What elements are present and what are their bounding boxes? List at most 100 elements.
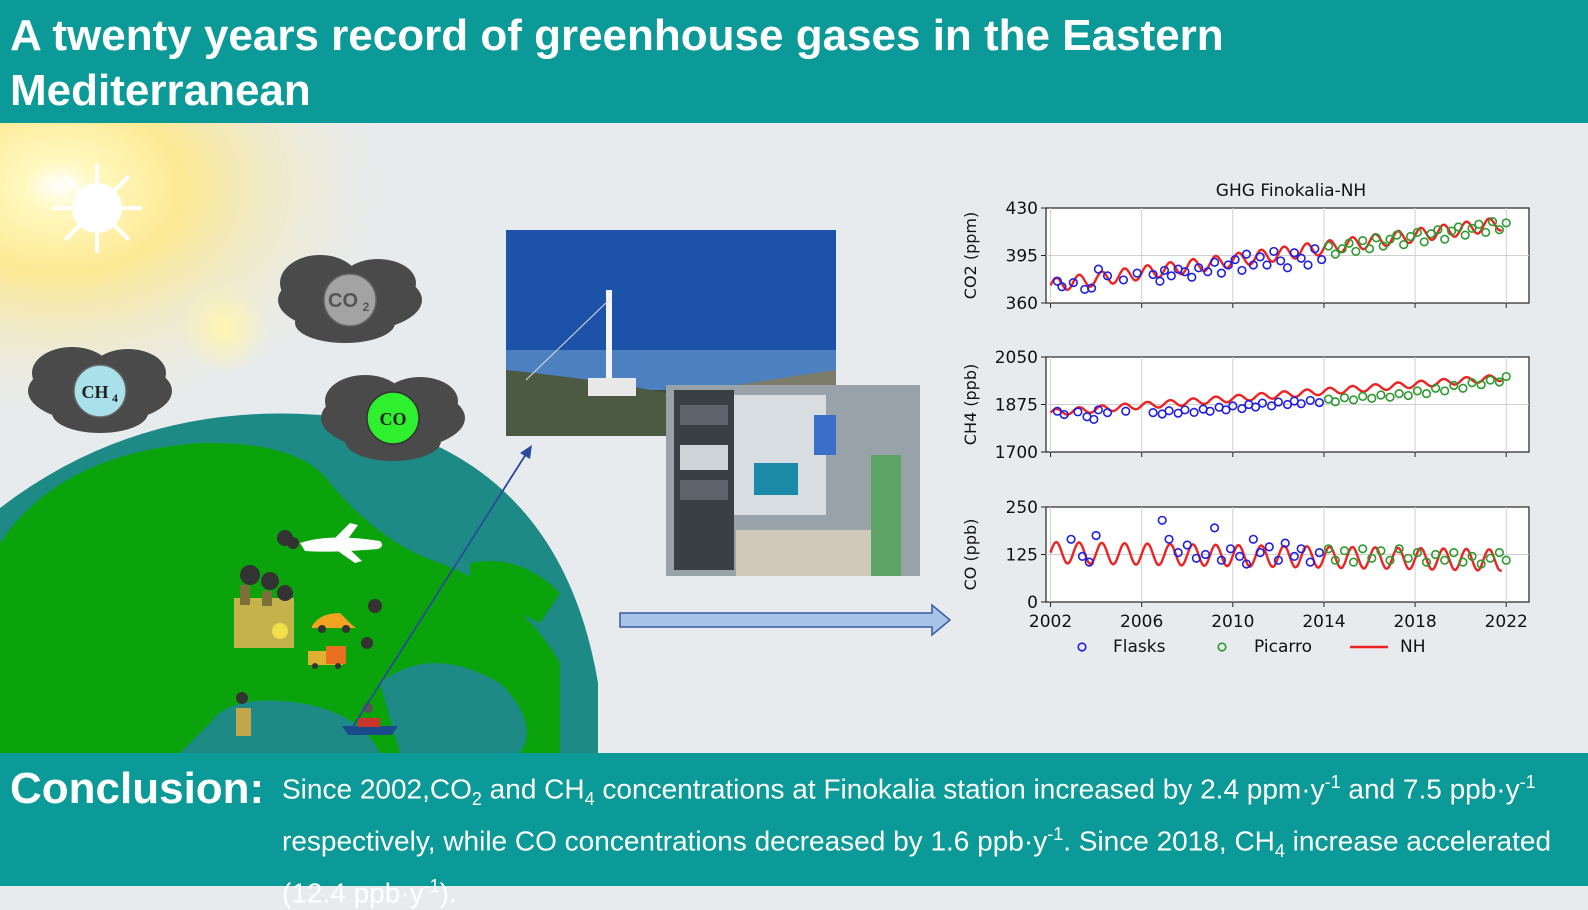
legend-picarro-label: Picarro xyxy=(1254,637,1312,657)
y-tick-label: 395 xyxy=(1006,247,1038,267)
picarro-point xyxy=(1403,553,1413,563)
picarro-point xyxy=(1323,544,1334,554)
flask-point xyxy=(1296,399,1306,409)
picarro-point xyxy=(1405,231,1416,242)
flask-point xyxy=(1305,395,1315,406)
y-axis-label: CH4 (ppb) xyxy=(961,364,980,445)
x-tick-label: 2002 xyxy=(1029,612,1072,632)
picarro-point xyxy=(1421,557,1432,567)
picarro-point xyxy=(1476,559,1486,569)
x-tick-label: 2018 xyxy=(1393,612,1436,632)
picarro-point xyxy=(1412,227,1422,238)
flask-point xyxy=(1066,534,1076,544)
picarro-point xyxy=(1501,371,1511,382)
flask-point xyxy=(1102,408,1113,418)
flask-point xyxy=(1216,268,1227,278)
flask-point xyxy=(1086,283,1097,293)
flask-point xyxy=(1251,402,1261,412)
flask-point xyxy=(1255,252,1265,262)
flask-point xyxy=(1276,256,1286,266)
picarro-point xyxy=(1467,551,1477,562)
picarro-point xyxy=(1440,386,1450,396)
flask-point xyxy=(1230,254,1240,265)
panel-1: 1700 1875 2050 CH4 (ppb) xyxy=(961,348,1530,463)
flask-point xyxy=(1264,542,1274,552)
x-axis: 2002 2006 2010 2014 2018 2022 xyxy=(1029,612,1528,632)
picarro-point xyxy=(1348,557,1359,567)
picarro-point xyxy=(1392,230,1402,240)
building-icon xyxy=(236,692,251,736)
flask-point xyxy=(1091,530,1101,541)
legend-picarro-marker xyxy=(1217,642,1227,652)
co-cloud-icon: CO xyxy=(321,375,465,461)
flask-point xyxy=(1317,254,1327,265)
flask-point xyxy=(1296,253,1306,263)
picarro-point xyxy=(1358,544,1368,554)
picarro-point xyxy=(1348,395,1359,405)
picarro-point xyxy=(1440,555,1450,565)
flask-point xyxy=(1203,267,1213,277)
flask-point xyxy=(1121,406,1131,416)
picarro-point xyxy=(1351,246,1361,257)
flask-point xyxy=(1093,405,1104,415)
flask-point xyxy=(1059,409,1069,420)
picarro-point xyxy=(1446,226,1457,236)
flask-point xyxy=(1093,264,1104,274)
flask-point xyxy=(1289,551,1299,562)
sun-flare xyxy=(180,283,270,373)
picarro-point xyxy=(1458,383,1468,393)
flask-point xyxy=(1221,405,1231,415)
flask-point xyxy=(1241,249,1252,259)
flask-point xyxy=(1273,555,1283,565)
picarro-point xyxy=(1474,219,1484,229)
flask-point xyxy=(1102,271,1113,281)
flask-point xyxy=(1235,551,1245,562)
flask-point xyxy=(1273,397,1283,407)
picarro-point xyxy=(1367,393,1377,403)
chart-panels: 360 395 430 CO2 (ppm) 1700 1875 2050 CH4 (ppb) 0… xyxy=(961,199,1530,613)
flask-point xyxy=(1269,246,1279,257)
picarro-point xyxy=(1412,548,1422,558)
picarro-point xyxy=(1344,238,1354,248)
panel-0: 360 395 430 CO2 (ppm) xyxy=(961,199,1530,314)
conclusion-bar: Conclusion: Since 2002,CO2 and CH4 conce… xyxy=(0,753,1588,908)
flask-point xyxy=(1073,407,1083,417)
picarro-point xyxy=(1399,240,1409,250)
header-bar: A twenty years record of greenhouse gase… xyxy=(0,0,1588,123)
conclusion-label: Conclusion: xyxy=(10,764,265,813)
picarro-point xyxy=(1378,241,1388,251)
picarro-point xyxy=(1323,241,1334,251)
picarro-point xyxy=(1449,380,1459,391)
picarro-point xyxy=(1430,549,1441,560)
flask-point xyxy=(1189,407,1199,417)
flask-point xyxy=(1155,276,1165,286)
y-axis-label: CO2 (ppm) xyxy=(961,212,980,299)
picarro-point xyxy=(1339,393,1350,403)
flask-point xyxy=(1216,555,1227,565)
picarro-point xyxy=(1412,386,1422,396)
y-tick-label: 125 xyxy=(1006,546,1038,566)
flask-point xyxy=(1296,544,1306,554)
picarro-point xyxy=(1430,383,1441,393)
nh-series-line xyxy=(1049,374,1502,416)
airplane-icon xyxy=(277,523,383,563)
illustration-scene: CO 2 CH 4 CO xyxy=(0,123,960,753)
flask-point xyxy=(1310,244,1320,254)
picarro-point xyxy=(1330,555,1340,565)
flask-point xyxy=(1225,544,1236,554)
station-pointer-arrow xyxy=(351,445,532,729)
flask-point xyxy=(1187,272,1197,282)
picarro-point xyxy=(1485,375,1495,385)
picarro-point xyxy=(1501,555,1511,565)
y-tick-label: 250 xyxy=(1006,498,1038,518)
flask-point xyxy=(1223,260,1233,270)
picarro-point xyxy=(1494,377,1504,387)
flask-point xyxy=(1314,548,1324,558)
flask-point xyxy=(1266,401,1277,411)
picarro-point xyxy=(1458,557,1468,567)
flask-point xyxy=(1148,269,1158,280)
flask-point xyxy=(1305,557,1315,567)
picarro-point xyxy=(1394,544,1404,554)
picarro-point xyxy=(1460,230,1470,240)
